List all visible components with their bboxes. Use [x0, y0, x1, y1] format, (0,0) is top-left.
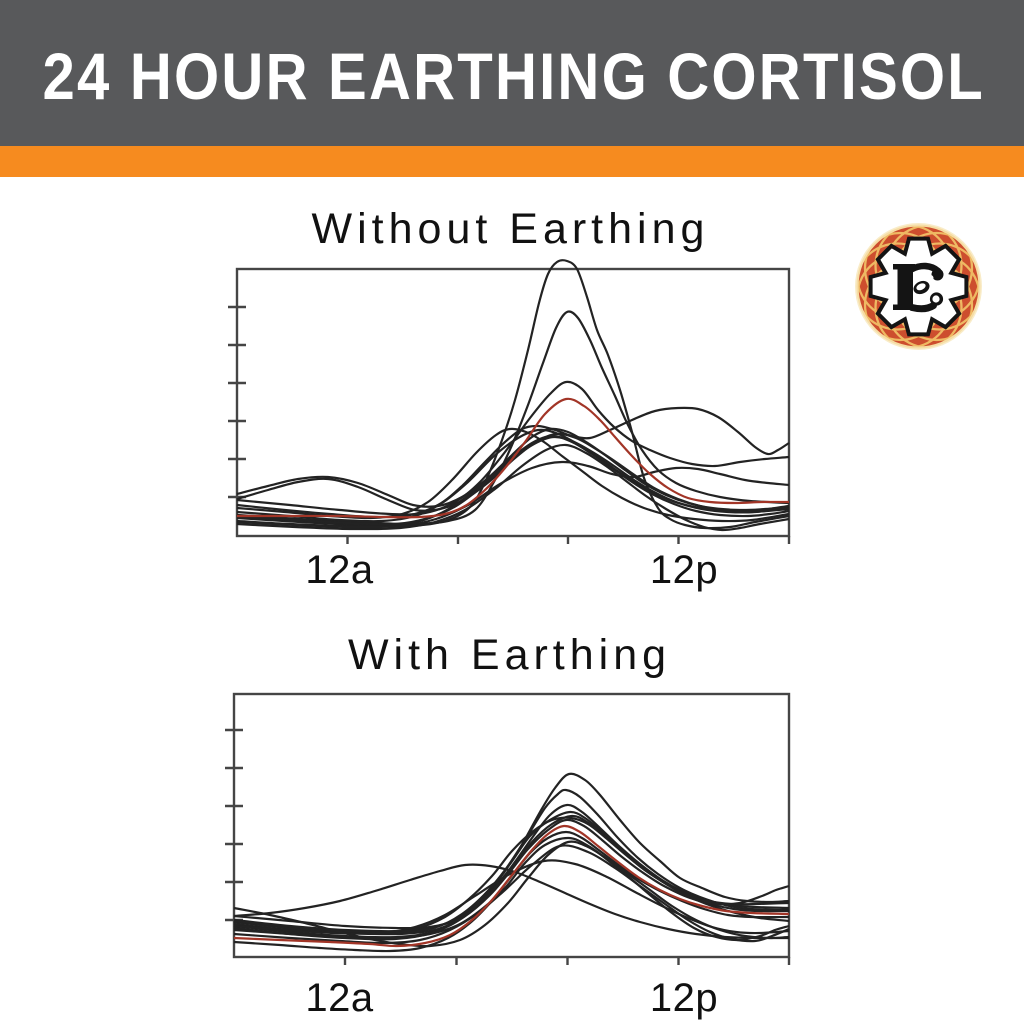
- svg-text:12p: 12p: [650, 548, 718, 592]
- svg-text:12a: 12a: [305, 548, 373, 592]
- svg-text:12a: 12a: [305, 976, 373, 1020]
- svg-text:12p: 12p: [650, 976, 718, 1020]
- svg-text:With Earthing: With Earthing: [348, 631, 671, 679]
- svg-text:Without Earthing: Without Earthing: [312, 205, 710, 253]
